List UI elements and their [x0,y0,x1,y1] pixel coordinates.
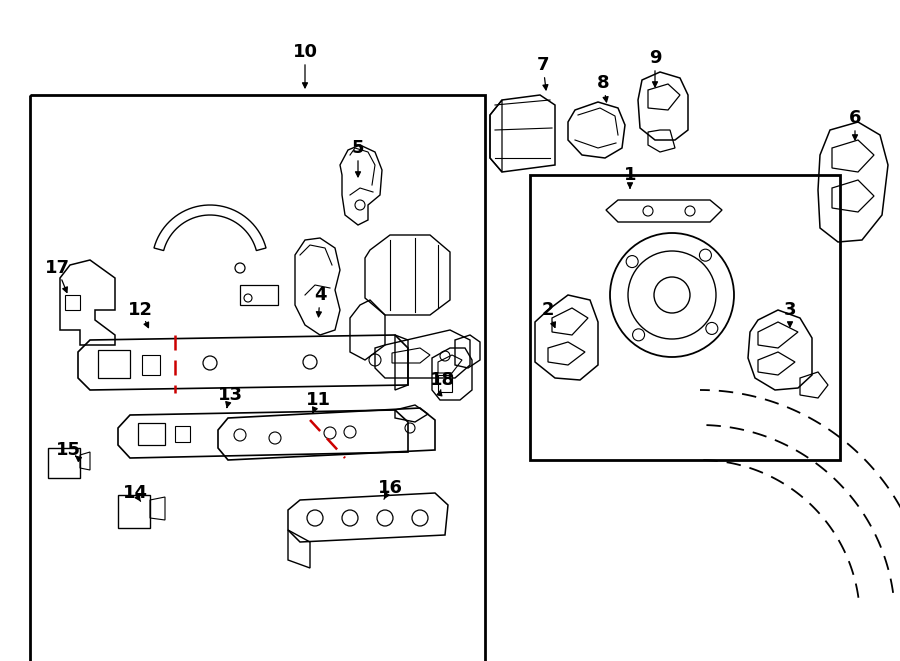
Text: 16: 16 [377,479,402,497]
Text: 13: 13 [218,386,242,404]
Text: 6: 6 [849,109,861,127]
Text: 7: 7 [536,56,549,74]
Text: 3: 3 [784,301,796,319]
Text: 10: 10 [292,43,318,61]
Text: 8: 8 [597,74,609,92]
Text: 2: 2 [542,301,554,319]
Bar [530,175,840,460]
Text: 11: 11 [305,391,330,409]
Text: 14: 14 [122,484,148,502]
Text: 9: 9 [649,49,662,67]
Text: 17: 17 [44,259,69,277]
Text: 5: 5 [352,139,365,157]
Text: 18: 18 [430,371,455,389]
Text: 1: 1 [624,166,636,184]
Bar [30,95,485,661]
Text: 4: 4 [314,286,326,304]
Text: 15: 15 [56,441,80,459]
Text: 12: 12 [128,301,152,319]
